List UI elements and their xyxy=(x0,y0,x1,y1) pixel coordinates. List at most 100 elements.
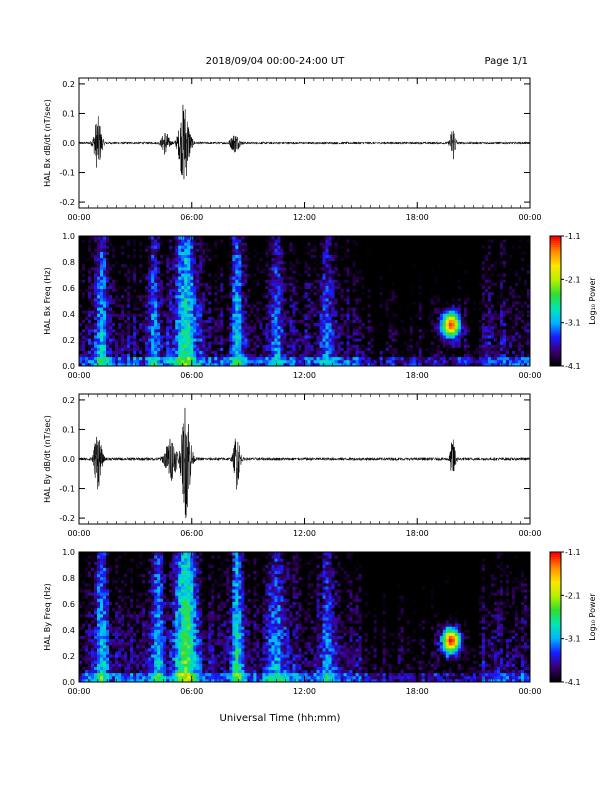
spectrogram-cell xyxy=(220,350,224,355)
spectrogram-cell xyxy=(256,319,260,324)
spectrogram-cell xyxy=(94,359,98,364)
spectrogram-cell xyxy=(85,282,89,286)
spectrogram-cell xyxy=(160,313,164,317)
spectrogram-cell xyxy=(418,288,423,293)
spectrogram-cell xyxy=(118,304,122,308)
spectrogram-cell xyxy=(193,276,197,280)
spectrogram-cell xyxy=(376,344,381,348)
spectrogram-cell xyxy=(160,266,164,271)
spectrogram-cell xyxy=(406,242,411,246)
spectrogram-cell xyxy=(172,279,176,283)
spectrogram-cell xyxy=(139,254,143,259)
spectrogram-cell xyxy=(400,338,405,342)
spectrogram-cell xyxy=(124,270,128,274)
spectrogram-cell xyxy=(322,331,326,336)
spectrogram-cell xyxy=(307,356,311,361)
spectrogram-cell xyxy=(325,263,329,268)
spectrogram-cell xyxy=(235,297,239,302)
spectrogram-cell xyxy=(127,245,131,249)
spectrogram-cell xyxy=(418,248,423,252)
spectrogram-cell xyxy=(256,285,260,290)
spectrogram-cell xyxy=(388,285,393,290)
spectrogram-cell xyxy=(268,350,272,355)
spectrogram-cell xyxy=(316,350,320,355)
spectrogram-cell xyxy=(325,344,329,348)
spectrogram-cell xyxy=(100,270,104,274)
spectrogram-cell xyxy=(127,362,131,367)
spectrogram-cell xyxy=(172,304,176,308)
spectrogram-cell xyxy=(334,257,338,262)
spectrogram-cell xyxy=(172,266,176,271)
spectrogram-cell xyxy=(88,341,92,345)
spectrogram-cell xyxy=(85,353,89,358)
spectrogram-cell xyxy=(274,285,278,290)
spectrogram-cell xyxy=(370,307,375,311)
spectrogram-cell xyxy=(256,301,260,305)
spectrogram-cell xyxy=(253,362,257,367)
spectrogram-cell xyxy=(289,307,293,311)
spectrogram-cell xyxy=(172,297,176,302)
spectrogram-cell xyxy=(313,307,317,311)
spectrogram-cell xyxy=(307,236,311,240)
spectrogram-cell xyxy=(265,307,269,311)
spectrogram-cell xyxy=(256,297,260,302)
spectrogram-cell xyxy=(382,310,387,314)
spectrogram-cell xyxy=(316,273,320,277)
spectrogram-cell xyxy=(355,245,360,249)
spectrogram-cell xyxy=(223,263,227,268)
spectrogram-cell xyxy=(298,353,302,358)
spectrogram-cell xyxy=(391,353,396,358)
spectrogram-cell xyxy=(250,276,254,280)
spectrogram-cell xyxy=(157,341,161,345)
spectrogram-cell xyxy=(211,325,215,330)
spectrogram-cell xyxy=(160,270,164,274)
spectrogram-cell xyxy=(268,282,272,286)
spectrogram-cell xyxy=(274,239,278,243)
spectrogram-cell xyxy=(235,335,239,339)
spectrogram-cell xyxy=(325,236,329,240)
spectrogram-cell xyxy=(121,362,125,367)
spectrogram-cell xyxy=(130,263,134,268)
spectrogram-cell xyxy=(163,254,167,259)
spectrogram-cell xyxy=(169,282,173,286)
spectrogram-cell xyxy=(292,288,296,293)
spectrogram-cell xyxy=(424,359,429,364)
spectrogram-cell xyxy=(280,325,284,330)
spectrogram-cell xyxy=(301,301,305,305)
spectrogram-cell xyxy=(133,307,137,311)
spectrogram-cell xyxy=(175,257,179,262)
spectrogram-cell xyxy=(397,263,402,268)
spectrogram-cell xyxy=(400,276,405,280)
spectrogram-cell xyxy=(157,347,161,351)
spectrogram-cell xyxy=(181,245,185,249)
spectrogram-cell xyxy=(208,273,212,277)
spectrogram-cell xyxy=(91,297,95,302)
spectrogram-cell xyxy=(94,245,98,249)
spectrogram-cell xyxy=(385,325,390,330)
spectrogram-cell xyxy=(121,313,125,317)
spectrogram-cell xyxy=(229,276,233,280)
spectrogram-cell xyxy=(394,276,399,280)
spectrogram-cell xyxy=(244,239,248,243)
spectrogram-cell xyxy=(244,359,248,364)
spectrogram-cell xyxy=(181,248,185,252)
spectrogram-cell xyxy=(100,319,104,324)
spectrogram-cell xyxy=(418,263,423,268)
spectrogram-cell xyxy=(91,276,95,280)
spectrogram-cell xyxy=(346,328,350,333)
spectrogram-cell xyxy=(310,266,314,271)
spectrogram-cell xyxy=(307,316,311,320)
spectrogram-cell xyxy=(109,297,113,302)
spectrogram-cell xyxy=(253,359,257,364)
spectrogram-cell xyxy=(238,328,242,333)
spectrogram-cell xyxy=(394,239,399,243)
spectrogram-cell xyxy=(328,248,332,252)
spectrogram-cell xyxy=(304,291,308,296)
spectrogram-cell xyxy=(181,362,185,367)
spectrogram-cell xyxy=(304,245,308,249)
spectrogram-cell xyxy=(145,307,149,311)
spectrogram-cell xyxy=(130,266,134,271)
spectrogram-cell xyxy=(211,319,215,324)
spectrogram-cell xyxy=(406,245,411,249)
spectrogram-cell xyxy=(361,239,366,243)
